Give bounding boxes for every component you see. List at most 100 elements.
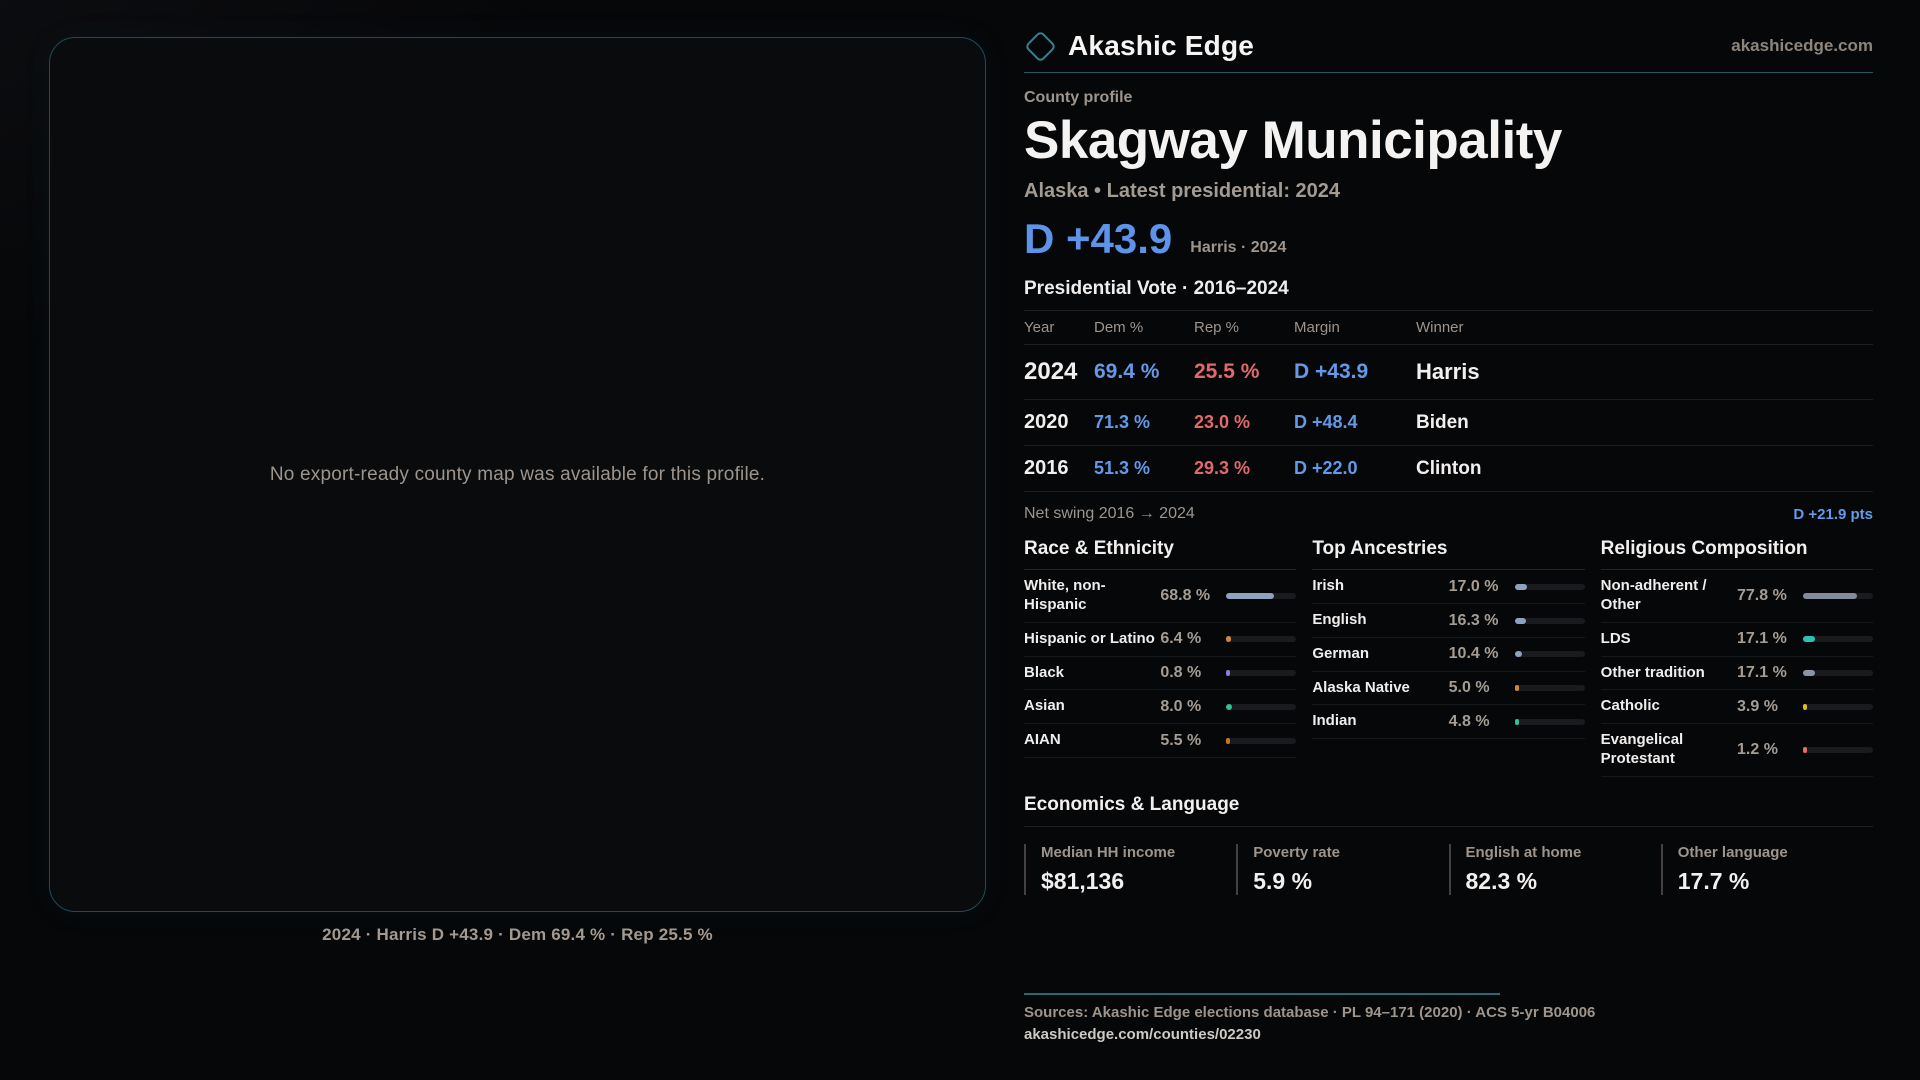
stat-value: 17.1 % <box>1737 664 1787 682</box>
row-margin: D +22.0 <box>1294 458 1358 479</box>
econ-stat-label: Other language <box>1677 843 1788 861</box>
row-dem: 51.3 % <box>1094 458 1151 479</box>
stat-row: Black 0.8 % <box>1024 657 1297 691</box>
stat-row: White, non-Hispanic 68.8 % <box>1024 570 1297 623</box>
econ-stat-value: 17.7 % <box>1677 867 1750 894</box>
page-title: Skagway Municipality <box>1024 111 1562 170</box>
col-margin: Margin <box>1294 319 1340 337</box>
stat-bar <box>1514 617 1585 624</box>
table-row: 2020 71.3 % 23.0 % D +48.4 Biden <box>1024 400 1873 447</box>
stat-label: Black <box>1024 663 1065 681</box>
stat-bar-fill <box>1514 685 1519 692</box>
profile-subtitle: Alaska • Latest presidential: 2024 <box>1024 179 1341 202</box>
row-dem: 71.3 % <box>1094 412 1151 433</box>
stat-row: Other tradition 17.1 % <box>1600 657 1873 691</box>
stat-row: Irish 17.0 % <box>1312 570 1585 605</box>
stat-bar-fill <box>1514 651 1522 658</box>
stat-bar <box>1514 583 1585 590</box>
vote-table-title: Presidential Vote · 2016–2024 <box>1024 278 1289 300</box>
brand-domain-link[interactable]: akashicedge.com <box>1731 36 1873 55</box>
stat-value: 5.5 % <box>1160 731 1202 749</box>
econ-stat: Other language 17.7 % <box>1660 843 1873 895</box>
row-year: 2016 <box>1024 457 1069 480</box>
econ-stat-value: 82.3 % <box>1465 867 1538 894</box>
ancestries-column: Top Ancestries Irish 17.0 % English 16.3… <box>1312 538 1585 776</box>
stat-row: AIAN 5.5 % <box>1024 724 1297 758</box>
stat-row: Hispanic or Latino 6.4 % <box>1024 623 1297 657</box>
stat-value: 17.0 % <box>1448 577 1499 595</box>
margin-context: Harris · 2024 <box>1190 239 1287 257</box>
econ-stat-value: 5.9 % <box>1253 867 1313 894</box>
map-caption: 2024 · Harris D +43.9 · Dem 69.4 % · Rep… <box>322 925 713 944</box>
stat-label: English <box>1312 611 1367 629</box>
row-rep: 23.0 % <box>1194 412 1251 433</box>
stat-bar-fill <box>1226 670 1231 677</box>
col-dem: Dem % <box>1094 319 1144 337</box>
stat-value: 77.8 % <box>1737 587 1787 605</box>
stat-value: 0.8 % <box>1160 664 1202 682</box>
stat-value: 6.4 % <box>1160 630 1202 648</box>
stat-bar-fill <box>1226 703 1232 710</box>
section-title: Race & Ethnicity <box>1024 538 1297 571</box>
brand-diamond-icon <box>1024 29 1057 63</box>
col-year: Year <box>1024 319 1055 337</box>
stat-bar <box>1803 703 1873 710</box>
stat-row: Catholic 3.9 % <box>1600 690 1873 725</box>
econ-stat: Median HH income $81,136 <box>1024 843 1236 895</box>
row-margin: D +48.4 <box>1294 412 1358 433</box>
stat-row: Alaska Native 5.0 % <box>1312 672 1585 706</box>
stat-row: Evangelical Protestant 1.2 % <box>1600 724 1873 777</box>
footer-permalink[interactable]: akashicedge.com/counties/02230 <box>1024 1026 1261 1043</box>
footer: Sources: Akashic Edge elections database… <box>1024 993 1873 1044</box>
brand-name: Akashic Edge <box>1068 30 1255 61</box>
vote-table-header: Year Dem % Rep % Margin Winner <box>1024 310 1873 346</box>
stat-value: 4.8 % <box>1448 712 1490 730</box>
stat-label: Hispanic or Latino <box>1024 629 1155 647</box>
profile-panel: Akashic Edge akashicedge.com County prof… <box>1024 29 1873 1043</box>
stat-value: 8.0 % <box>1160 697 1202 715</box>
net-swing-label: Net swing 2016 → 2024 <box>1024 505 1195 523</box>
footer-sources: Sources: Akashic Edge elections database… <box>1024 1004 1596 1021</box>
row-winner: Biden <box>1416 411 1469 433</box>
stat-bar-fill <box>1803 670 1815 677</box>
stat-bar <box>1514 685 1585 692</box>
stat-bar-fill <box>1514 718 1519 725</box>
stat-label: Non-adherent / Other <box>1600 577 1707 614</box>
stat-bar-fill <box>1226 636 1231 643</box>
stat-label: Alaska Native <box>1312 678 1410 696</box>
stat-value: 16.3 % <box>1448 611 1499 629</box>
section-title: Top Ancestries <box>1312 538 1585 571</box>
row-dem: 69.4 % <box>1094 360 1160 384</box>
row-rep: 25.5 % <box>1194 360 1260 384</box>
econ-stat-label: Median HH income <box>1041 843 1176 861</box>
stat-value: 3.9 % <box>1737 697 1778 715</box>
map-panel: No export-ready county map was available… <box>49 37 986 912</box>
stat-label: LDS <box>1600 629 1631 647</box>
stat-label: AIAN <box>1024 731 1061 749</box>
footer-divider <box>1024 993 1500 995</box>
net-swing-value: D +21.9 pts <box>1793 505 1873 523</box>
margin-value: D +43.9 <box>1024 214 1173 262</box>
section-title: Religious Composition <box>1600 538 1873 571</box>
stat-row: Asian 8.0 % <box>1024 690 1297 725</box>
econ-stat-label: English at home <box>1465 843 1582 861</box>
stat-bar <box>1803 593 1873 600</box>
econ-stat: English at home 82.3 % <box>1448 843 1661 895</box>
stat-bar-fill <box>1803 636 1815 643</box>
stat-bar-fill <box>1803 593 1858 600</box>
stat-row: English 16.3 % <box>1312 604 1585 638</box>
stat-bar-fill <box>1514 583 1527 590</box>
stat-row: LDS 17.1 % <box>1600 623 1873 657</box>
stat-label: Irish <box>1312 577 1345 595</box>
net-swing-row: Net swing 2016 → 2024 D +21.9 pts <box>1024 492 1873 535</box>
stat-bar <box>1226 670 1297 677</box>
stat-bar <box>1803 636 1873 643</box>
stat-bar <box>1226 703 1297 710</box>
stat-bar-fill <box>1514 617 1527 624</box>
profile-eyebrow: County profile <box>1024 89 1133 106</box>
stat-bar <box>1514 718 1585 725</box>
religion-column: Religious Composition Non-adherent / Oth… <box>1600 538 1873 777</box>
stat-label: Evangelical Protestant <box>1600 731 1684 767</box>
stat-value: 5.0 % <box>1448 679 1490 697</box>
margin-headline: D +43.9 Harris · 2024 <box>1024 214 1873 262</box>
